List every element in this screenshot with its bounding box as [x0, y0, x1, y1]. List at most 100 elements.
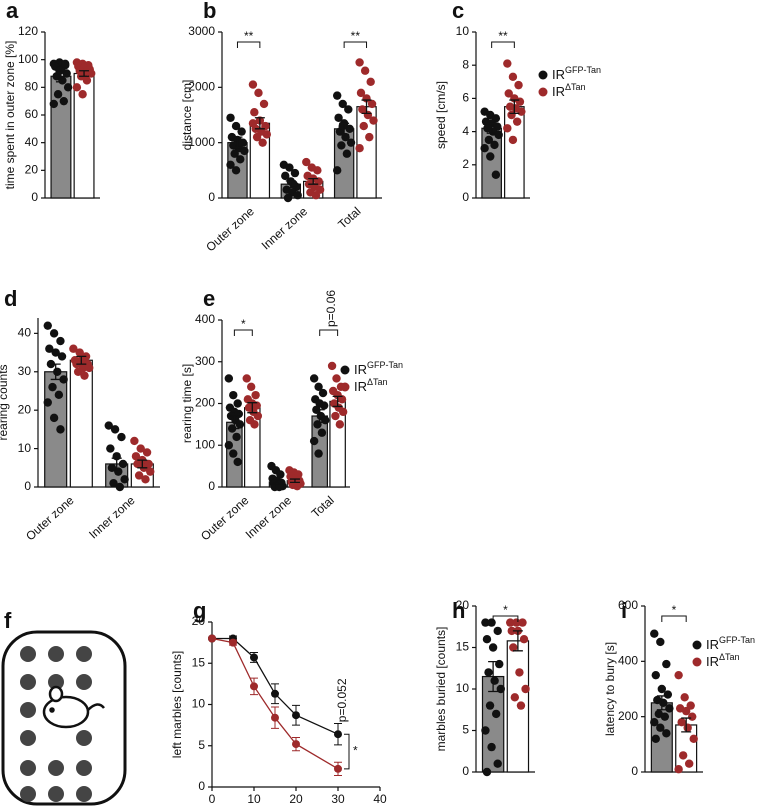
- data-point: [114, 467, 123, 476]
- significance-bracket: [344, 733, 350, 770]
- data-point: [226, 113, 235, 122]
- data-point: [43, 321, 52, 330]
- data-point: [240, 146, 249, 156]
- data-point: [85, 363, 94, 373]
- data-point: [72, 83, 82, 92]
- data-point: [518, 618, 527, 627]
- error-bar: [285, 180, 296, 189]
- error-bar: [76, 355, 87, 365]
- data-point: [43, 398, 52, 407]
- legend-label: IRΔTan: [354, 377, 388, 394]
- legend-label: IRGFP-Tan: [552, 65, 601, 82]
- data-point: [246, 382, 256, 391]
- y-tick-label: 2: [462, 157, 469, 171]
- y-tick-label: 10: [456, 24, 470, 38]
- data-point: [248, 80, 258, 89]
- panel-letter: f: [4, 608, 12, 633]
- data-point: [313, 420, 322, 429]
- data-point: [49, 329, 59, 338]
- data-point: [508, 135, 518, 145]
- annotation: p=0.06: [324, 290, 338, 327]
- error-bar: [486, 122, 497, 134]
- data-point: [48, 382, 57, 392]
- data-point: [481, 618, 490, 627]
- data-point: [333, 166, 342, 175]
- data-point: [110, 425, 120, 434]
- panel-letter: c: [452, 0, 464, 23]
- data-point: [656, 637, 665, 647]
- data-point: [651, 734, 660, 743]
- line-marker: [250, 653, 258, 662]
- data-point: [485, 701, 495, 710]
- panel-letter: i: [621, 598, 627, 623]
- panel-letter: d: [4, 286, 17, 311]
- y-axis-label: latency to bury [s]: [603, 642, 617, 736]
- data-point: [365, 132, 374, 142]
- data-point: [237, 138, 246, 147]
- data-point: [80, 371, 89, 380]
- data-point: [252, 132, 262, 142]
- legend-name-sup: GFP-Tan: [719, 635, 755, 645]
- y-tick-label: 80: [25, 80, 39, 94]
- data-point: [515, 668, 524, 677]
- significance-bracket: [233, 329, 253, 336]
- data-point: [360, 66, 370, 75]
- x-tick-label: Total: [335, 204, 363, 231]
- error-bar: [254, 117, 265, 130]
- x-tick-label: Outer zone: [203, 204, 257, 254]
- x-tick-label: 20: [289, 792, 303, 806]
- data-point: [314, 382, 323, 391]
- error-bar: [681, 717, 692, 733]
- data-point: [662, 659, 671, 669]
- bar: [69, 359, 93, 488]
- data-point: [283, 193, 293, 203]
- line-marker: [250, 682, 258, 691]
- data-point: [508, 72, 518, 82]
- error-bar: [137, 459, 148, 469]
- data-point: [490, 676, 499, 685]
- data-point: [488, 643, 498, 652]
- data-point: [338, 407, 348, 417]
- y-tick-label: 1000: [188, 135, 215, 149]
- significance-bracket: [236, 41, 261, 48]
- legend-name: IR: [552, 84, 565, 99]
- data-point: [494, 130, 503, 140]
- error-bar: [314, 409, 325, 423]
- data-point: [341, 132, 350, 142]
- x-tick-label: 10: [247, 792, 261, 806]
- data-point: [232, 432, 241, 442]
- data-point: [262, 130, 271, 139]
- marble-diagram: [1, 630, 127, 806]
- error-bar: [232, 136, 243, 149]
- error-bar: [247, 402, 258, 414]
- error-bar: [509, 99, 520, 114]
- data-point: [69, 344, 78, 353]
- y-tick-label: 30: [18, 364, 32, 378]
- error-bar: [339, 122, 350, 136]
- y-tick-label: 0: [462, 764, 469, 778]
- data-point: [133, 459, 142, 469]
- data-point: [109, 478, 118, 488]
- data-point: [309, 436, 319, 446]
- annotation: **: [351, 29, 361, 43]
- legend-marker: [340, 365, 350, 375]
- legend-name-sup: ΔTan: [565, 82, 586, 92]
- data-point: [338, 99, 347, 109]
- line-marker: [229, 638, 237, 647]
- y-tick-label: 10: [456, 681, 470, 695]
- y-tick-label: 5: [198, 738, 205, 752]
- data-point: [503, 59, 512, 68]
- y-tick-label: 0: [198, 779, 205, 793]
- data-point: [678, 751, 688, 760]
- legend-name: IR: [354, 362, 367, 377]
- x-tick-label: Total: [309, 493, 337, 520]
- y-axis-label: marbles buried [counts]: [434, 627, 448, 752]
- data-point: [358, 105, 367, 114]
- data-point: [319, 401, 329, 410]
- legend-name: IR: [706, 637, 719, 652]
- legend-name: IR: [706, 654, 719, 669]
- line-marker: [271, 689, 279, 698]
- data-point: [486, 152, 495, 161]
- error-bar: [512, 630, 523, 652]
